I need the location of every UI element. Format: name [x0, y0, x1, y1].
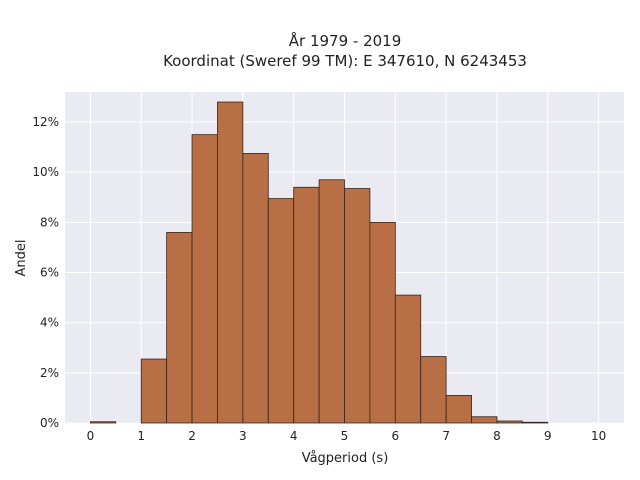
histogram-bar [166, 232, 193, 424]
histogram-bar [267, 198, 295, 424]
x-tick-label: 10 [591, 429, 606, 443]
histogram-bar [242, 153, 269, 424]
histogram-bar [521, 421, 549, 424]
y-tick-label: 4% [40, 316, 59, 330]
chart-title-line-2: Koordinat (Sweref 99 TM): E 347610, N 62… [163, 52, 527, 70]
histogram-bar [293, 186, 320, 424]
x-tick-label: 2 [188, 429, 196, 443]
y-tick-label: 8% [40, 215, 59, 229]
tick-labels: 0 1 2 3 4 5 6 7 8 9 10 0% 2% 4% 6% 8% 10% 12% [32, 115, 606, 443]
x-tick-label: 0 [87, 429, 95, 443]
chart-title-line-1: År 1979 - 2019 [289, 31, 402, 50]
histogram-bar [369, 221, 396, 424]
histogram-bar [471, 416, 498, 424]
x-tick-label: 3 [239, 429, 247, 443]
x-tick-label: 5 [341, 429, 349, 443]
histogram-bar [394, 294, 422, 424]
x-tick-label: 4 [290, 429, 298, 443]
x-tick-label: 9 [544, 429, 552, 443]
x-tick-label: 6 [391, 429, 399, 443]
histogram-bar [420, 356, 447, 424]
y-tick-label: 0% [40, 416, 59, 430]
x-axis-label: Vågperiod (s) [302, 451, 389, 466]
histogram-bar [344, 188, 371, 424]
bars [90, 101, 549, 424]
histogram-bar [90, 421, 117, 424]
x-tick-label: 1 [137, 429, 145, 443]
y-tick-label: 6% [40, 266, 59, 280]
y-tick-label: 2% [40, 366, 59, 380]
y-axis-label: Andel [14, 240, 29, 277]
histogram-bar [496, 420, 523, 424]
histogram-bar [191, 134, 218, 424]
histogram-bar [140, 358, 168, 424]
x-tick-label: 7 [442, 429, 450, 443]
x-tick-label: 8 [493, 429, 501, 443]
y-tick-label: 12% [32, 115, 59, 129]
histogram-bar [445, 395, 472, 424]
y-tick-label: 10% [32, 165, 59, 179]
histogram-bar [318, 179, 345, 424]
histogram-bar [217, 101, 244, 424]
